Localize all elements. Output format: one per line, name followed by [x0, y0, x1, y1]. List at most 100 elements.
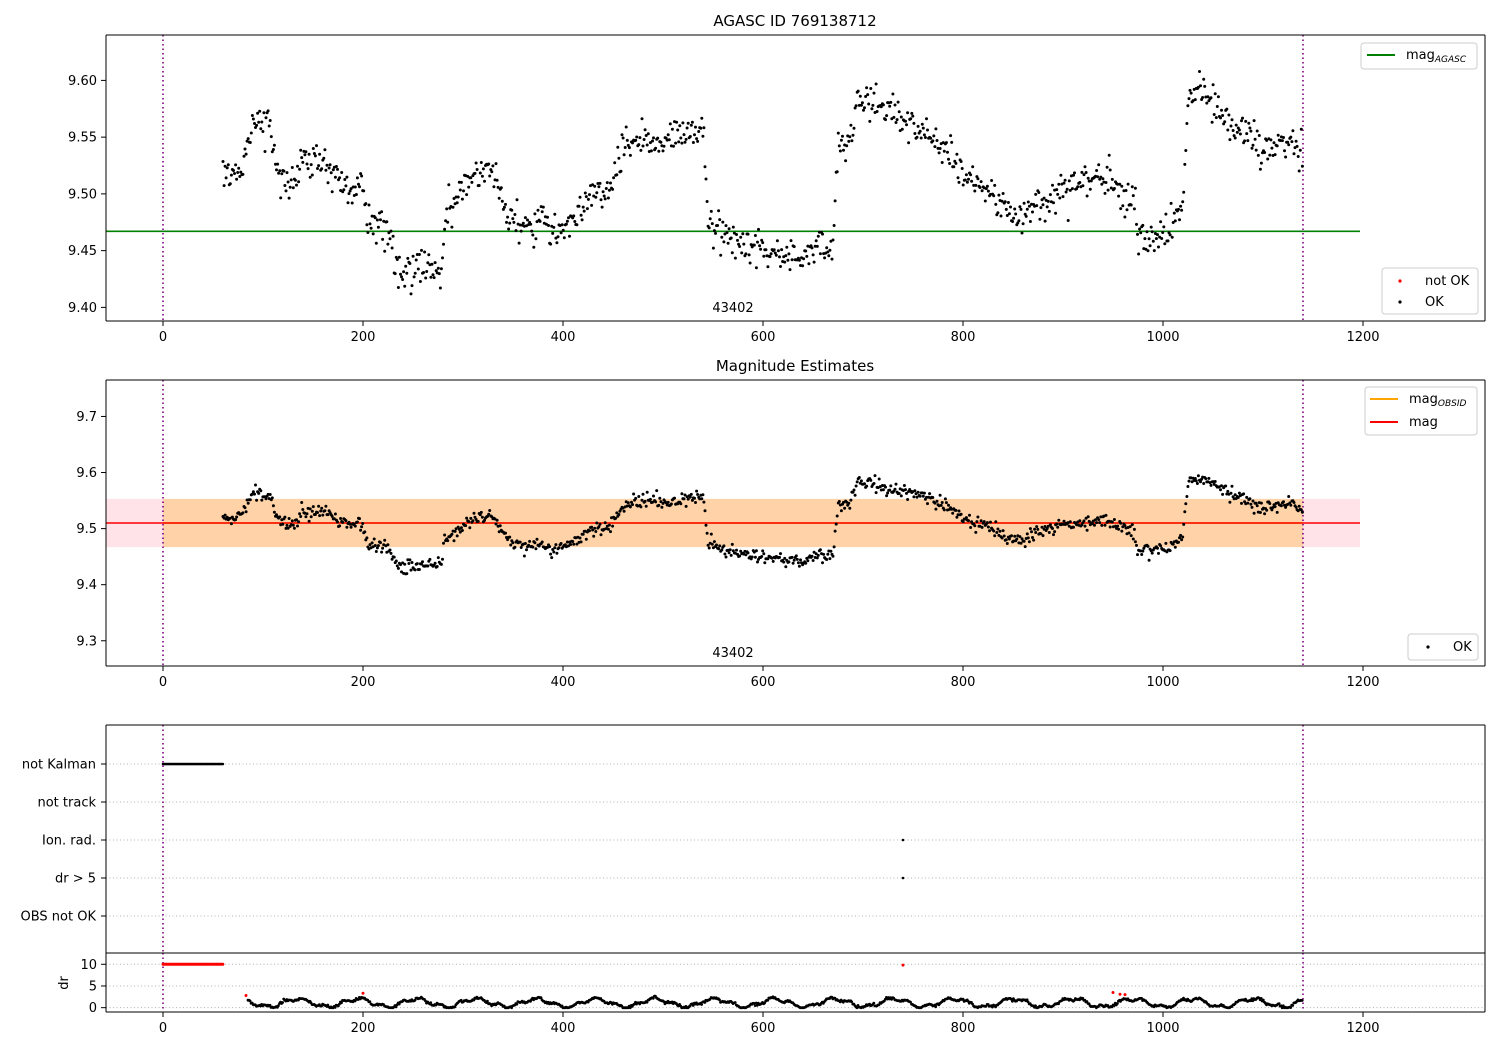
dr-point — [703, 1001, 707, 1004]
agasc-point — [894, 121, 898, 124]
agasc-point — [1257, 134, 1261, 137]
agasc-point — [488, 174, 492, 178]
estimate-point — [1230, 484, 1234, 488]
estimate-point — [628, 505, 632, 509]
agasc-point — [1058, 196, 1062, 200]
agasc-point — [775, 239, 779, 243]
estimate-point — [590, 525, 594, 529]
estimate-point — [255, 498, 259, 502]
estimate-point — [933, 501, 937, 505]
agasc-point — [888, 104, 892, 108]
agasc-point — [825, 246, 829, 250]
agasc-point — [1028, 220, 1032, 223]
agasc-point — [797, 258, 801, 262]
agasc-point — [607, 188, 611, 192]
estimate-point — [783, 556, 787, 560]
estimate-point — [1056, 525, 1060, 529]
agasc-point — [1001, 192, 1005, 195]
estimate-point — [622, 509, 626, 513]
agasc-point — [1266, 157, 1270, 161]
estimate-point — [1067, 524, 1071, 528]
estimate-point — [594, 530, 598, 533]
dr-point — [651, 996, 655, 1000]
estimate-point — [1284, 505, 1288, 509]
agasc-point — [1020, 231, 1024, 235]
estimate-point — [614, 516, 618, 520]
dr-point — [877, 1003, 881, 1007]
estimate-point — [435, 565, 439, 568]
agasc-point — [343, 178, 347, 181]
agasc-point — [495, 178, 499, 182]
estimate-point — [944, 501, 948, 505]
estimate-point — [260, 498, 264, 502]
agasc-point — [397, 255, 401, 259]
estimate-point — [497, 530, 501, 534]
agasc-point — [295, 183, 298, 187]
estimate-point — [330, 514, 334, 518]
estimate-point — [1027, 540, 1031, 544]
estimate-point — [519, 546, 523, 549]
estimate-point — [727, 551, 731, 555]
dr-point — [1261, 998, 1265, 1002]
estimate-point — [1093, 523, 1096, 527]
agasc-point — [919, 136, 923, 140]
agasc-point — [530, 229, 534, 233]
agasc-point — [593, 184, 597, 188]
legend-upper-agasc: magAGASC — [1360, 42, 1478, 70]
estimate-point — [617, 513, 621, 516]
estimate-point — [420, 562, 423, 566]
agasc-point — [598, 181, 602, 185]
estimate-point — [513, 545, 517, 549]
estimate-point — [756, 560, 759, 564]
agasc-point — [759, 247, 763, 251]
p1-xtick-label: 600 — [751, 330, 776, 345]
estimate-point — [1055, 522, 1059, 526]
agasc-point — [1163, 242, 1167, 246]
agasc-point — [835, 170, 839, 174]
agasc-point — [899, 115, 903, 119]
estimate-point — [641, 492, 645, 496]
agasc-point — [1246, 139, 1250, 143]
agasc-point — [833, 199, 837, 203]
agasc-point — [415, 253, 419, 256]
estimate-point — [333, 512, 337, 516]
agasc-point — [1057, 182, 1061, 186]
agasc-point — [778, 255, 781, 259]
estimate-point — [606, 527, 610, 531]
agasc-point — [1146, 249, 1150, 253]
estimate-point — [395, 564, 399, 568]
estimate-point — [469, 516, 473, 520]
agasc-point — [1286, 140, 1290, 144]
estimate-point — [349, 525, 353, 529]
estimate-point — [363, 530, 367, 534]
agasc-point — [747, 253, 751, 257]
agasc-point — [670, 127, 674, 131]
estimate-point — [854, 484, 858, 488]
agasc-point — [1287, 143, 1291, 147]
agasc-point — [282, 169, 286, 173]
agasc-point — [772, 248, 776, 252]
estimate-point — [339, 517, 343, 520]
agasc-point — [1202, 77, 1206, 81]
agasc-point — [1037, 191, 1041, 194]
estimate-point — [316, 511, 319, 514]
agasc-point — [1300, 164, 1304, 168]
estimate-point — [381, 546, 385, 550]
agasc-point — [1268, 153, 1272, 157]
agasc-point — [588, 193, 591, 197]
agasc-point — [1171, 221, 1175, 224]
svg-text:magOBSID: magOBSID — [1409, 392, 1467, 409]
agasc-point — [1009, 205, 1012, 209]
estimate-point — [955, 515, 959, 519]
estimate-point — [579, 540, 583, 544]
agasc-point — [842, 148, 845, 152]
agasc-point — [388, 237, 392, 241]
agasc-point — [956, 176, 960, 180]
agasc-point — [1250, 146, 1254, 150]
estimate-point — [906, 498, 910, 501]
agasc-point — [758, 244, 762, 248]
agasc-point — [276, 162, 280, 166]
agasc-point — [1085, 194, 1089, 198]
agasc-point — [344, 184, 348, 188]
p4-xtick-label: 0 — [159, 1021, 167, 1036]
